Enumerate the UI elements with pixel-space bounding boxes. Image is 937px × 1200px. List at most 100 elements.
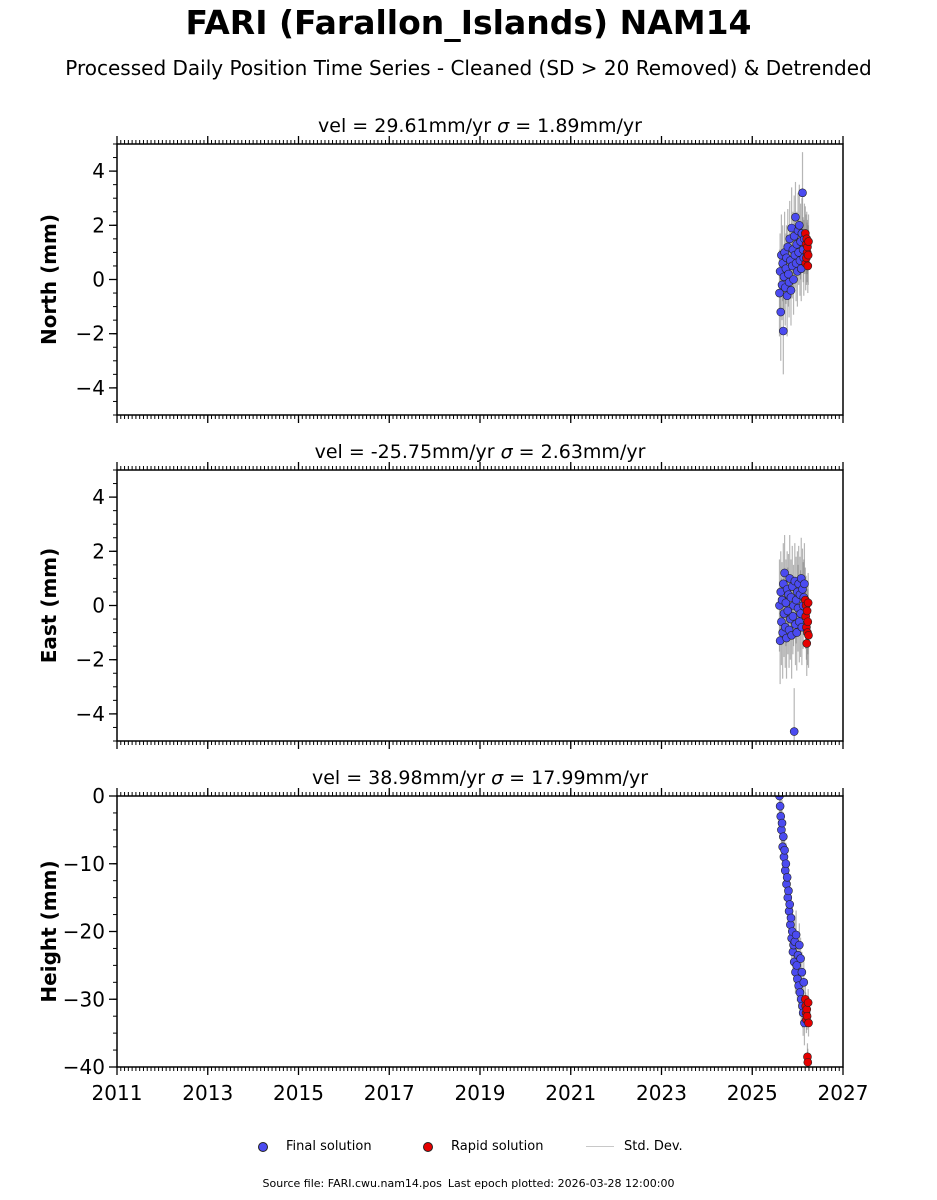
rapid-solution-point [804,237,813,246]
legend-rapid-label: Rapid solution [451,1139,544,1154]
data-layer [775,796,813,1067]
y-tick-label: 2 [92,539,105,563]
x-tick-label: 2017 [364,1081,415,1105]
panel-title-sigma-symbol: σ [491,767,504,789]
legend: Final solution Rapid solution Std. Dev. [0,1137,937,1157]
rapid-solution-point [803,998,813,1007]
final-solution-point [783,606,793,616]
panel-title-sigma: = 1.89mm/yr [509,115,642,137]
x-tick-label: 2013 [182,1081,233,1105]
rapid-solution-point [804,631,813,640]
panel-1: vel = 29.61mm/yr σ = 1.89mm/yr North (mm)… [37,115,844,423]
y-tick-label: −20 [63,920,105,944]
x-tick-label: 2019 [455,1081,506,1105]
final-solution-point [780,845,789,855]
panel-title-velocity: vel = -25.75mm/yr [315,441,501,463]
time-series-figure: vel = 29.61mm/yr σ = 1.89mm/yr North (mm)… [37,115,868,1105]
page-title: FARI (Farallon_Islands) NAM14 [185,3,752,42]
y-tick-label: 2 [92,213,105,237]
final-solution-point [776,307,786,317]
legend-rapid: Rapid solution [423,1137,543,1157]
final-solution-point [789,727,799,736]
final-solution-point [791,930,801,940]
rapid-solution-marker [423,1141,433,1152]
rapid-solution-point [802,639,812,648]
y-tick-label: 0 [92,268,105,292]
x-tick-label: 2015 [273,1081,324,1105]
x-tick-label: 2025 [727,1081,778,1105]
y-axis-label: East (mm) [37,548,61,664]
final-solution-point [779,326,788,336]
final-solution-point [789,275,798,284]
plot-frame [116,795,844,1068]
panel-2: vel = -25.75mm/yr σ = 2.63mm/yr East (mm)… [37,441,844,749]
legend-final-label: Final solution [286,1139,372,1154]
legend-std-label: Std. Dev. [624,1139,683,1154]
y-axis-label: North (mm) [37,214,61,345]
final-solution-point [798,188,807,198]
y-tick-label: 4 [92,485,105,509]
panel-title-velocity: vel = 29.61mm/yr [318,115,497,137]
std-dev-line-marker [586,1146,614,1147]
y-tick-label: −4 [76,376,105,400]
plot-frame [116,143,844,416]
panel-title-sigma: = 17.99mm/yr [503,767,648,789]
final-solution-point [792,628,802,637]
rapid-solution-point [802,606,812,616]
x-tick-label: 2027 [818,1081,869,1105]
y-tick-label: −30 [63,987,105,1011]
panel-title-sigma-symbol: σ [501,441,514,463]
y-tick-label: 0 [92,784,105,808]
panel-title: vel = -25.75mm/yr σ = 2.63mm/yr [315,441,646,463]
final-solution-point [799,978,809,987]
panel-title: vel = 29.61mm/yr σ = 1.89mm/yr [318,115,642,137]
rapid-solution-point [804,1018,813,1028]
final-solution-point [781,859,791,869]
footer: Source file: FARI.cwu.nam14.pos Last epoc… [0,1177,937,1190]
final-solution-point [775,288,784,298]
y-tick-label: −2 [76,648,105,672]
final-solution-point [795,940,804,950]
final-solution-point [795,221,804,230]
y-tick-label: 4 [92,159,105,183]
final-solution-point [786,286,796,295]
final-solution-point [788,612,798,621]
x-tick-label: 2011 [92,1081,143,1105]
y-tick-label: −40 [63,1055,105,1079]
rapid-solution-point [803,1057,813,1067]
final-solution-point [781,598,791,608]
rapid-solution-point [803,261,813,271]
data-layer [775,152,813,375]
final-solution-point [775,796,784,801]
final-solution-point [775,801,785,811]
final-solution-point [796,954,805,963]
final-solution-point [797,967,807,977]
final-solution-point [791,212,800,222]
final-solution-point [792,961,802,970]
final-solution-point [786,913,796,923]
rapid-solution-point [803,250,813,260]
panel-title-sigma: = 2.63mm/yr [513,441,646,463]
final-solution-point [777,818,787,828]
y-tick-label: −10 [63,852,105,876]
y-axis-label: Height (mm) [37,860,61,1002]
y-tick-label: −2 [76,322,105,346]
final-solution-point [785,900,795,909]
final-solution-point [800,579,809,589]
page-subtitle: Processed Daily Position Time Series - C… [65,56,872,80]
x-tick-label: 2023 [636,1081,687,1105]
y-tick-label: −4 [76,702,105,726]
panel-title-sigma-symbol: σ [497,115,510,137]
legend-final: Final solution [258,1137,372,1157]
final-solution-marker [258,1141,268,1152]
panel-title: vel = 38.98mm/yr σ = 17.99mm/yr [312,767,648,789]
y-tick-label: 0 [92,594,105,618]
final-solution-point [782,872,792,882]
rapid-solution-point [803,617,813,627]
panel-3: vel = 38.98mm/yr σ = 17.99mm/yr Height (m… [37,767,868,1105]
panel-title-velocity: vel = 38.98mm/yr [312,767,491,789]
data-layer [775,535,813,741]
final-solution-point [779,832,788,841]
plot-frame [116,469,844,742]
footer-source: Source file: FARI.cwu.nam14.pos [262,1177,442,1190]
